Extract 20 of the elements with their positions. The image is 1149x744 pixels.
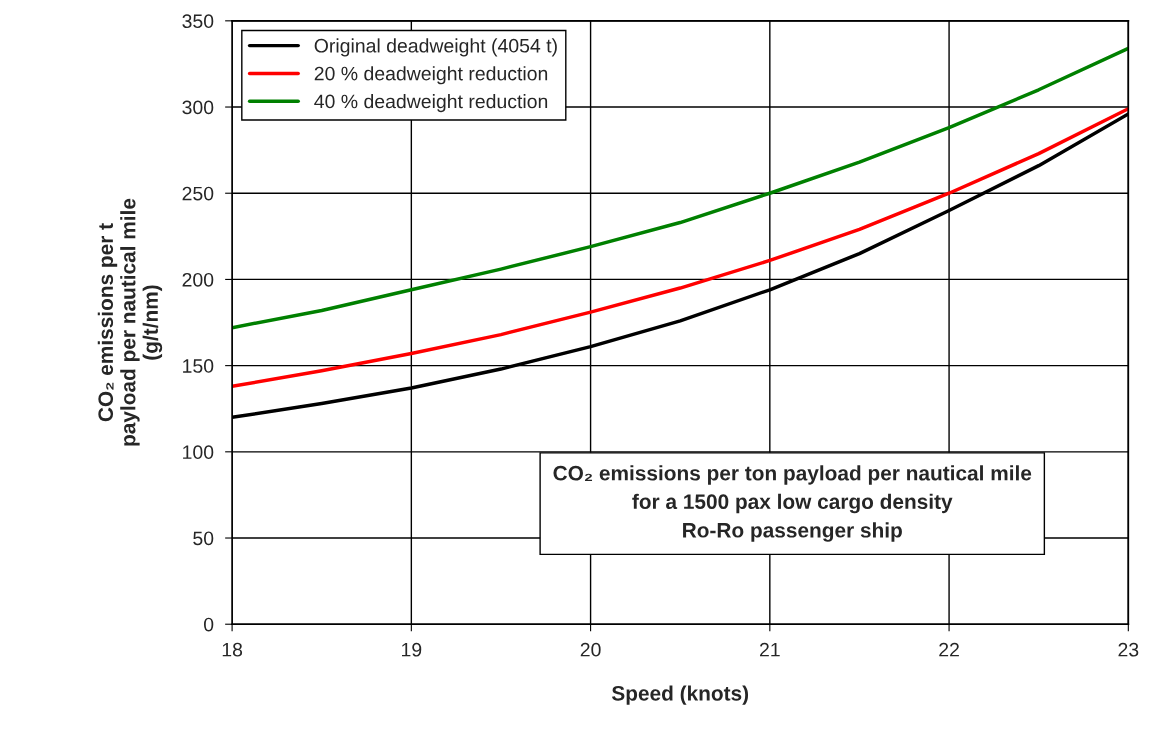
x-axis-title: Speed (knots): [611, 685, 749, 705]
legend-label: 20 % deadweight reduction: [314, 66, 548, 85]
x-tick-label: 20: [580, 642, 601, 657]
x-tick-label: 22: [939, 642, 959, 657]
x-tick-label: 18: [222, 642, 243, 657]
x-tick-label: 21: [760, 642, 780, 657]
x-tick-label: 23: [1118, 642, 1139, 657]
y-tick-label: 50: [193, 531, 214, 546]
y-tick-label: 300: [182, 100, 214, 115]
annotation: CO₂ emissions per ton payload per nautical mile for a 1500 pax low cargo density Ro-Ro passenger ship: [553, 465, 1032, 542]
y-tick-label: 0: [203, 617, 214, 632]
legend-label: Original deadweight (4054 t): [314, 38, 557, 57]
x-tick-label: 19: [402, 642, 422, 657]
y-tick-label: 350: [182, 14, 214, 29]
y-tick-label: 100: [183, 445, 214, 460]
legend-label: 40 % deadweight reduction: [314, 94, 548, 113]
y-tick-label: 150: [183, 359, 214, 373]
y-tick-label: 250: [182, 186, 214, 201]
y-axis-title: CO₂ emissions per t payload per nautical mile (g/t/nm): [97, 198, 163, 446]
y-tick-label: 200: [182, 272, 214, 287]
